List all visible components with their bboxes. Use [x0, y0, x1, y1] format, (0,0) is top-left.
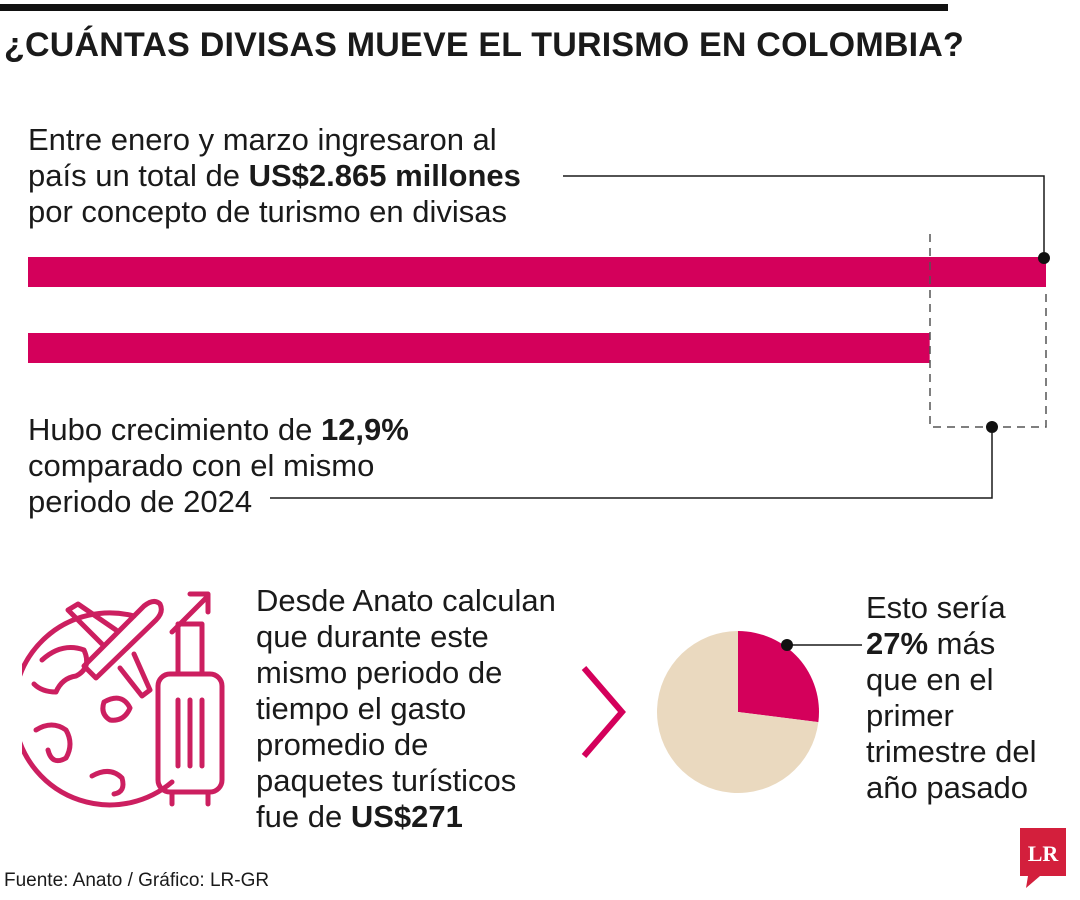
bar-2	[28, 333, 930, 363]
total-value: US$2.865 millones	[248, 158, 521, 193]
connector-growth	[270, 433, 993, 499]
annotation-growth-line2: comparado con el mismo	[28, 448, 375, 483]
annotation-pie-line5: trimestre del	[866, 734, 1037, 769]
growth-dot	[986, 421, 998, 433]
annotation-pie-line2: 27% más	[866, 626, 996, 661]
annotation-total-line2: país un total de US$2.865 millones	[28, 158, 521, 193]
annotation-spend-line5: promedio de	[256, 727, 429, 762]
pie-slice-1	[738, 631, 819, 723]
pie-value: 27%	[866, 626, 929, 661]
annotation-growth-line1: Hubo crecimiento de 12,9%	[28, 412, 409, 447]
suitcase-icon	[155, 621, 225, 807]
source-note: Fuente: Anato / Gráfico: LR-GR	[4, 870, 270, 891]
pie-dot	[781, 639, 793, 651]
annotation-spend-line1: Desde Anato calculan	[256, 583, 556, 618]
top-rule	[0, 4, 948, 11]
annotation-spend-line7: fue de US$271	[256, 799, 463, 834]
annotation-total: Entre enero y marzo ingresaron al país u…	[28, 122, 521, 230]
annotation-spend-line2: que durante este	[256, 619, 489, 654]
annotation-spend-line4: tiempo el gasto	[256, 691, 467, 726]
annotation-pie-line1: Esto sería	[866, 590, 1006, 625]
spend-value: US$271	[350, 799, 463, 834]
annotation-growth-line3: periodo de 2024	[28, 484, 253, 519]
lr-logo: LR	[1020, 828, 1066, 888]
annotation-spend: Desde Anato calculan que durante este mi…	[256, 583, 556, 835]
annotation-pie-line3: que en el	[866, 662, 994, 697]
pie-group	[657, 631, 819, 793]
annotation-pie-line6: año pasado	[866, 770, 1029, 805]
bar-1	[28, 257, 1046, 287]
annotation-spend-line6: paquetes turísticos	[256, 763, 517, 798]
lr-logo-text: LR	[1028, 841, 1060, 866]
annotation-pie-line4: primer	[866, 698, 954, 733]
connector-top-dot	[1038, 252, 1050, 264]
chevron-right-icon	[581, 666, 626, 758]
globe-travel-icon	[22, 591, 225, 808]
annotation-total-line1: Entre enero y marzo ingresaron al	[28, 122, 497, 157]
connector-top	[563, 175, 1045, 252]
pie-slice-2	[657, 631, 819, 793]
annotation-spend-line3: mismo periodo de	[256, 655, 503, 690]
annotation-growth: Hubo crecimiento de 12,9% comparado con …	[28, 412, 409, 520]
growth-value: 12,9%	[320, 412, 409, 447]
annotation-total-line3: por concepto de turismo en divisas	[28, 194, 508, 229]
annotation-pie: Esto sería 27% más que en el primer trim…	[866, 590, 1037, 806]
airplane-icon	[65, 598, 164, 699]
bar-group	[28, 257, 1046, 363]
page-title: ¿CUÁNTAS DIVISAS MUEVE EL TURISMO EN COL…	[4, 26, 964, 64]
